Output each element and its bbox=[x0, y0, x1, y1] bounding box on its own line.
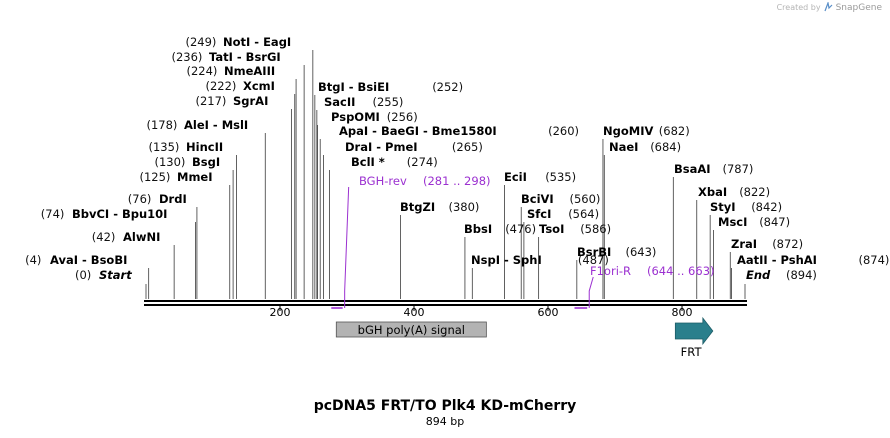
site-label-alei: AleI - MslI bbox=[184, 118, 248, 132]
tick-label-800: 800 bbox=[672, 306, 693, 319]
site-pos-nspi: (487) bbox=[578, 253, 609, 267]
site-pos-apai: (260) bbox=[548, 124, 579, 138]
site-pos-btgi: (252) bbox=[432, 80, 463, 94]
tick-label-400: 400 bbox=[404, 306, 425, 319]
credit: Created by SnapGene bbox=[777, 2, 882, 13]
site-label-sfci: SfcI bbox=[527, 207, 551, 221]
site-label-bcivi: BciVI bbox=[521, 192, 554, 206]
brand-name: SnapGene bbox=[835, 2, 882, 13]
site-pos-styi: (842) bbox=[751, 200, 782, 214]
site-label-msci: MscI bbox=[718, 215, 747, 229]
credit-text: Created by bbox=[776, 3, 821, 12]
site-pos-msci: (847) bbox=[759, 215, 790, 229]
site-pos-bsgi: (130) bbox=[155, 155, 186, 169]
site-label-btgi: BtgI - BsiEI bbox=[318, 80, 389, 94]
start-pos: (0) bbox=[75, 268, 91, 282]
site-pos-sfci: (564) bbox=[568, 207, 599, 221]
site-pos-xbai: (822) bbox=[739, 185, 770, 199]
site-label-nspi: NspI - SphI bbox=[471, 253, 542, 267]
site-pos-mmei: (125) bbox=[140, 170, 171, 184]
site-label-bcli: BclI * bbox=[351, 155, 385, 169]
primer-range-bgh-rev: (281 .. 298) bbox=[423, 174, 491, 188]
snapgene-logo-icon bbox=[824, 2, 833, 12]
site-pos-sgrai: (217) bbox=[196, 94, 227, 108]
site-pos-pspomi: (256) bbox=[387, 110, 418, 124]
site-label-drdi: DrdI bbox=[159, 192, 187, 206]
site-label-avai: AvaI - BsoBI bbox=[50, 253, 127, 267]
site-label-alwni: AlwNI bbox=[123, 230, 160, 244]
site-label-bsgi: BsgI bbox=[192, 155, 220, 169]
site-label-xbai: XbaI bbox=[698, 185, 727, 199]
site-label-mmei: MmeI bbox=[177, 170, 213, 184]
site-pos-aatii: (874) bbox=[859, 253, 890, 267]
site-pos-hincii: (135) bbox=[149, 140, 180, 154]
site-pos-noti: (249) bbox=[186, 35, 217, 49]
site-pos-bbvci: (74) bbox=[41, 207, 65, 221]
site-label-tsoi: TsoI bbox=[539, 222, 564, 236]
site-label-drai: DraI - PmeI bbox=[345, 140, 418, 154]
site-label-btgzi: BtgZI bbox=[400, 200, 435, 214]
site-pos-nmeaiii: (224) bbox=[187, 64, 218, 78]
primer-range-f1ori-r: (644 .. 663) bbox=[647, 264, 715, 278]
site-label-ngomiv: NgoMIV bbox=[603, 124, 653, 138]
site-pos-avai: (4) bbox=[25, 253, 41, 267]
site-label-xcmi: XcmI bbox=[243, 79, 275, 93]
site-label-ecii: EciI bbox=[504, 170, 527, 184]
tick-label-600: 600 bbox=[538, 306, 559, 319]
site-label-sacii: SacII bbox=[324, 95, 355, 109]
site-pos-bsaai: (787) bbox=[723, 162, 754, 176]
start-label: Start bbox=[99, 268, 132, 282]
site-pos-ngomiv: (682) bbox=[659, 124, 690, 138]
site-label-zrai: ZraI bbox=[731, 237, 757, 251]
site-label-hincii: HincII bbox=[186, 140, 223, 154]
site-pos-zrai: (872) bbox=[772, 237, 803, 251]
end-pos: (894) bbox=[786, 268, 817, 282]
site-label-styi: StyI bbox=[710, 200, 736, 214]
site-label-bsaai: BsaAI bbox=[674, 162, 711, 176]
site-pos-btgzi: (380) bbox=[449, 200, 480, 214]
site-pos-tati: (236) bbox=[172, 50, 203, 64]
site-label-bbsi: BbsI bbox=[464, 222, 492, 236]
title-block: pcDNA5 FRT/TO Plk4 KD-mCherry 894 bp bbox=[0, 398, 890, 428]
feature-label-bgh-polya: bGH poly(A) signal bbox=[358, 323, 465, 337]
site-label-noti: NotI - EagI bbox=[223, 35, 291, 49]
site-pos-drdi: (76) bbox=[128, 192, 152, 206]
site-label-aatii: AatII - PshAI bbox=[737, 253, 817, 267]
site-pos-drai: (265) bbox=[452, 140, 483, 154]
site-label-sgrai: SgrAI bbox=[233, 94, 268, 108]
site-label-nmeaiii: NmeAIII bbox=[224, 64, 275, 78]
site-pos-xcmi: (222) bbox=[206, 79, 237, 93]
linear-map: (4) AvaI - BsoBI (42) AlwNI (74) BbvCI - Bpu1… bbox=[25, 35, 890, 359]
site-label-apai: ApaI - BaeGI - Bme1580I bbox=[339, 124, 497, 138]
primer-label-f1ori-r: F1ori-R bbox=[590, 264, 631, 278]
site-pos-sacii: (255) bbox=[373, 95, 404, 109]
primer-leader-f1ori-r bbox=[588, 276, 594, 308]
site-pos-ecii: (535) bbox=[545, 170, 576, 184]
site-pos-bcivi: (560) bbox=[570, 192, 601, 206]
site-pos-tsoi: (586) bbox=[580, 222, 611, 236]
primer-label-bgh-rev: BGH-rev bbox=[359, 174, 407, 188]
site-label-bsrbi: BsrBI bbox=[577, 245, 611, 259]
site-label-pspomi: PspOMI bbox=[331, 110, 380, 124]
tick-label-200: 200 bbox=[270, 306, 291, 319]
site-pos-alei: (178) bbox=[147, 118, 178, 132]
site-label-naei: NaeI bbox=[609, 140, 638, 154]
map-title: pcDNA5 FRT/TO Plk4 KD-mCherry bbox=[313, 398, 577, 414]
map-length: 894 bp bbox=[425, 415, 465, 428]
end-label: End bbox=[746, 268, 771, 282]
site-label-bbvci: BbvCI - Bpu10I bbox=[72, 207, 167, 221]
feature-bgh-polya bbox=[335, 321, 487, 338]
site-pos-alwni: (42) bbox=[92, 230, 116, 244]
site-label-tati: TatI - BsrGI bbox=[209, 50, 281, 64]
site-pos-bcli: (274) bbox=[407, 155, 438, 169]
primer-leader-bgh-rev bbox=[344, 186, 350, 308]
site-pos-bsrbi: (643) bbox=[626, 245, 657, 259]
feature-label-frt: FRT bbox=[681, 345, 703, 359]
site-pos-bbsi: (476) bbox=[505, 222, 536, 236]
feature-frt-arrow-icon bbox=[674, 316, 714, 346]
site-pos-naei: (684) bbox=[650, 140, 681, 154]
